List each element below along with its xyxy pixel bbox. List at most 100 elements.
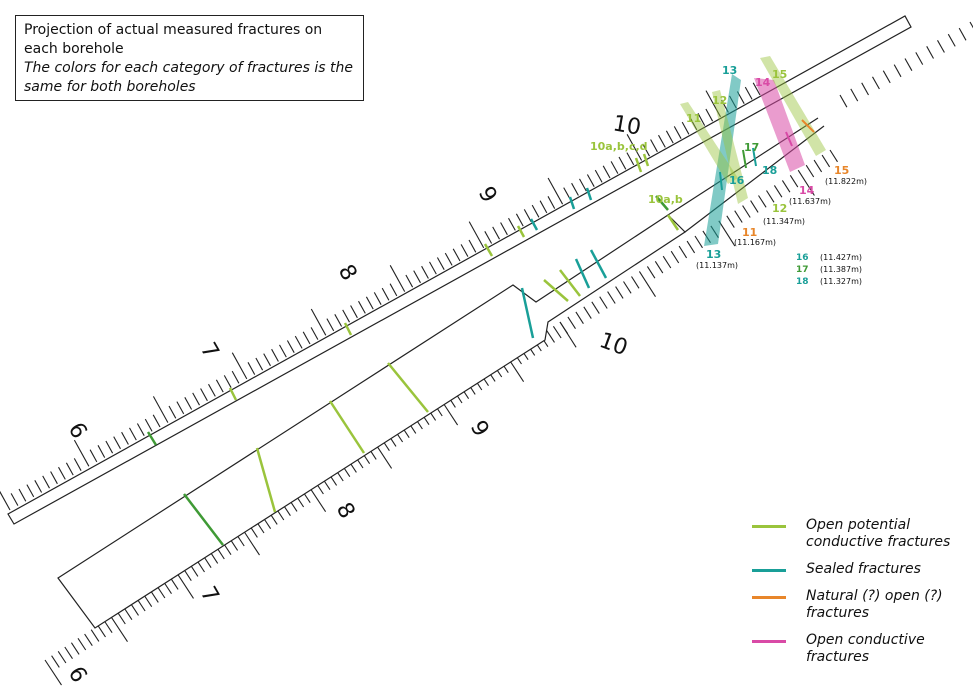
tick-mark <box>334 314 343 327</box>
lower-fracture <box>520 287 535 339</box>
lower-fracture <box>559 269 581 297</box>
tick-mark <box>117 611 126 625</box>
tick-mark <box>421 265 429 279</box>
tick-mark <box>70 642 80 655</box>
depth-table-depth-18: (11.327m) <box>820 277 862 286</box>
tick-mark <box>689 117 698 131</box>
reading-id-15: 15 <box>834 164 849 177</box>
tick-mark <box>350 305 358 319</box>
tick-mark <box>57 650 67 664</box>
upper-depth-label: 8 <box>333 261 362 286</box>
fracture-label-14: 14 <box>755 76 771 89</box>
tick-mark <box>231 352 248 380</box>
tick-mark <box>271 348 279 362</box>
tick-mark <box>781 180 791 193</box>
tick-mark <box>607 291 616 304</box>
tick-mark <box>0 490 11 511</box>
tick-mark <box>552 325 562 339</box>
fracture-label-11: 11 <box>686 112 701 125</box>
tick-mark <box>152 414 161 428</box>
upper-fracture <box>228 387 238 401</box>
tick-mark <box>958 27 967 41</box>
upper-fracture <box>146 431 158 446</box>
lower-depth-label: 8 <box>331 499 360 524</box>
tick-mark <box>882 70 891 84</box>
tick-mark <box>531 204 540 218</box>
tick-mark <box>294 335 303 349</box>
tick-mark <box>405 274 414 288</box>
tick-mark <box>904 58 913 71</box>
upper-fracture <box>529 218 539 231</box>
tick-mark <box>673 126 682 139</box>
tick-mark <box>829 149 838 163</box>
tick-mark <box>694 235 703 249</box>
tick-mark <box>591 301 600 314</box>
reading-depth-11: (11.167m) <box>734 238 776 247</box>
tick-mark <box>893 64 902 78</box>
tick-mark <box>308 486 327 513</box>
tick-mark <box>44 659 62 686</box>
tick-mark <box>255 357 264 371</box>
tick-mark <box>89 449 98 463</box>
fracture-trace-15 <box>801 119 815 133</box>
tick-mark <box>73 458 82 471</box>
upper-fracture <box>343 322 353 336</box>
tick-mark <box>758 195 767 208</box>
tick-mark <box>579 178 587 192</box>
reading-id-12: 12 <box>772 202 787 215</box>
tick-mark <box>105 440 114 454</box>
legend-swatch <box>752 596 786 599</box>
legend-label: Sealed fractures <box>806 561 921 577</box>
legend-label: Natural (?) open (?) fractures <box>806 588 943 621</box>
tick-mark <box>381 287 390 301</box>
tick-mark <box>744 86 753 100</box>
tick-mark <box>515 213 524 227</box>
lower-borehole-tube <box>57 214 686 629</box>
legend-swatch <box>752 640 786 643</box>
tick-mark <box>150 590 159 603</box>
tick-mark <box>599 296 608 309</box>
tick-mark <box>200 388 208 402</box>
tick-mark <box>103 620 113 634</box>
tick-mark <box>546 330 555 343</box>
tick-mark <box>742 205 751 218</box>
lower-fracture <box>387 362 429 413</box>
tick-mark <box>136 423 145 436</box>
fracture-label-10ab: 10a,b <box>648 193 683 206</box>
upper-fracture <box>585 187 593 201</box>
tick-mark <box>773 185 783 198</box>
lower-fracture <box>255 447 277 513</box>
tick-mark <box>969 21 973 29</box>
fracture-trace-16 <box>719 171 723 191</box>
tick-mark <box>365 296 374 310</box>
depth-table-id-18: 18 <box>796 277 809 287</box>
caption-title: Projection of actual measured fractures … <box>24 22 323 57</box>
tick-mark <box>575 311 584 324</box>
legend-label: Open potential conductive fractures <box>806 517 951 550</box>
tick-mark <box>208 383 216 397</box>
tick-mark <box>77 637 87 651</box>
upper-fracture <box>483 243 494 257</box>
tick-mark <box>429 261 437 275</box>
tick-mark <box>500 222 508 236</box>
tick-mark <box>718 220 736 247</box>
legend: Open potential conductive fractures Seal… <box>752 517 967 676</box>
tick-mark <box>84 633 93 647</box>
tick-mark <box>310 327 319 340</box>
tick-mark <box>615 286 624 299</box>
tick-mark <box>130 603 139 616</box>
tick-mark <box>665 130 674 144</box>
tick-mark <box>872 76 880 90</box>
tick-mark <box>594 169 603 183</box>
upper-fracture <box>568 196 576 210</box>
fracture-plane-15 <box>760 56 826 156</box>
tick-mark <box>642 143 650 157</box>
tick-mark <box>65 462 74 476</box>
tick-mark <box>444 252 453 266</box>
tick-mark <box>110 616 128 643</box>
caption-box: Projection of actual measured fractures … <box>15 15 364 101</box>
tick-mark <box>263 353 271 367</box>
tick-mark <box>650 139 658 153</box>
upper-borehole-ticks <box>0 21 973 511</box>
fracture-label-12: 12 <box>712 94 727 107</box>
